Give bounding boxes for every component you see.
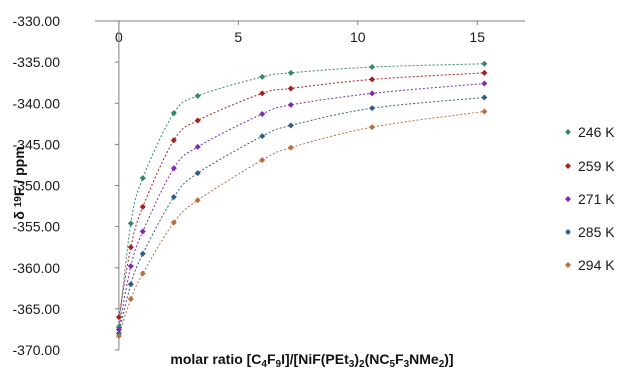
data-point-marker	[259, 73, 266, 80]
x-axis-title: molar ratio [C4F9I]/[NiF(PEt3)2(NC5F3NMe…	[170, 351, 453, 370]
data-point-marker	[481, 80, 488, 87]
data-point-marker	[369, 90, 376, 97]
data-point-marker	[481, 60, 488, 67]
data-point-marker	[194, 143, 201, 150]
data-point-marker	[115, 326, 122, 333]
data-point-marker	[369, 64, 376, 71]
legend-label: 285 K	[578, 224, 615, 240]
data-point-marker	[170, 110, 177, 117]
x-tick-label: 15	[469, 29, 485, 45]
y-tick-label: -340.00	[13, 95, 61, 111]
data-point-marker	[369, 105, 376, 112]
data-point-marker	[259, 133, 266, 140]
legend-label: 246 K	[578, 124, 615, 140]
legend-marker	[565, 229, 571, 235]
legend: 246 K 259 K 271 K 285 K 294 K	[565, 124, 615, 273]
fit-curve	[118, 72, 485, 318]
data-point-marker	[287, 69, 294, 76]
fit-curve	[118, 83, 485, 330]
data-point-marker	[127, 281, 134, 288]
fit-curve	[118, 96, 485, 334]
x-tick-label: 5	[234, 29, 242, 45]
y-axis-ticks: -330.00 -335.00 -340.00 -345.00 -350.00 -355.…	[13, 13, 119, 358]
data-point-marker	[115, 314, 122, 321]
data-point-marker	[127, 296, 134, 303]
data-point-marker	[139, 228, 146, 235]
y-tick-label: -360.00	[13, 260, 61, 276]
data-point-marker	[194, 92, 201, 99]
legend-marker	[565, 262, 571, 268]
data-point-marker	[481, 69, 488, 76]
data-point-marker	[481, 108, 488, 115]
data-point-marker	[369, 76, 376, 83]
data-point-marker	[170, 219, 177, 226]
data-point-marker	[127, 263, 134, 270]
data-point-marker	[139, 250, 146, 257]
data-point-marker	[115, 333, 122, 340]
y-tick-label: -335.00	[13, 54, 61, 70]
legend-label: 271 K	[578, 191, 615, 207]
legend-label: 259 K	[578, 158, 615, 174]
legend-marker	[565, 196, 571, 202]
legend-label: 294 K	[578, 257, 615, 273]
y-tick-label: -345.00	[13, 136, 61, 152]
y-tick-label: -350.00	[13, 178, 61, 194]
y-axis-title: δ 19F / ppm	[11, 146, 27, 219]
y-tick-label: -365.00	[13, 301, 61, 317]
data-point-marker	[194, 170, 201, 177]
data-point-marker	[259, 90, 266, 97]
x-tick-label: 10	[350, 29, 366, 45]
legend-marker	[565, 163, 571, 169]
data-point-marker	[170, 194, 177, 201]
data-point-marker	[194, 117, 201, 124]
data-point-marker	[139, 175, 146, 182]
data-point-marker	[259, 110, 266, 117]
data-point-marker	[194, 197, 201, 204]
data-point-marker	[481, 94, 488, 101]
data-point-marker	[287, 122, 294, 129]
legend-marker	[565, 129, 571, 135]
data-point-marker	[127, 244, 134, 251]
data-point-marker	[259, 157, 266, 164]
y-tick-label: -330.00	[13, 13, 61, 29]
data-point-marker	[287, 85, 294, 92]
data-point-marker	[139, 203, 146, 210]
fit-curve	[118, 110, 485, 337]
data-point-marker	[287, 144, 294, 151]
data-point-marker	[139, 270, 146, 277]
data-point-marker	[369, 124, 376, 131]
y-tick-label: -370.00	[13, 342, 61, 358]
y-tick-label: -355.00	[13, 219, 61, 235]
data-point-marker	[170, 137, 177, 144]
data-point-marker	[287, 101, 294, 108]
data-point-marker	[127, 220, 134, 227]
data-points	[115, 60, 488, 340]
data-point-marker	[170, 165, 177, 172]
